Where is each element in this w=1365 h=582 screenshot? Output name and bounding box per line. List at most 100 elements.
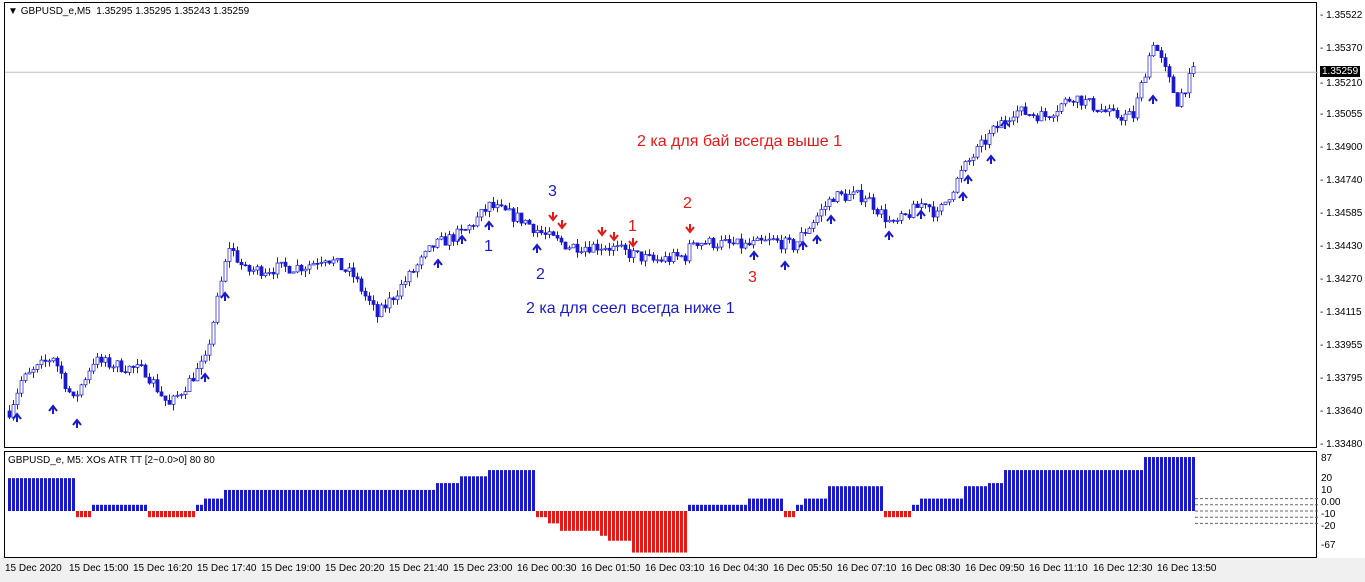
candle xyxy=(919,203,924,208)
up-arrow-icon xyxy=(1000,119,1010,129)
histogram-bar xyxy=(468,476,471,511)
histogram-bar xyxy=(672,511,675,553)
candle xyxy=(883,209,888,223)
histogram-bar xyxy=(1016,470,1019,511)
histogram-bar xyxy=(1120,470,1123,511)
histogram-bar xyxy=(932,498,935,511)
candle xyxy=(403,281,408,285)
candle xyxy=(903,213,908,216)
indicator-level: -67 xyxy=(1321,540,1336,551)
histogram-bar xyxy=(1048,470,1051,511)
chart-header: ▼ GBPUSD_e,M5 1.35295 1.35295 1.35243 1.… xyxy=(8,6,249,17)
histogram-bar xyxy=(232,489,235,511)
indicator-panel[interactable]: GBPUSD_e, M5: XOs ATR TT [2~0.0>0] 80 80… xyxy=(4,451,1340,558)
time-tick: 16 Dec 11:10 xyxy=(1029,563,1088,574)
histogram-bar xyxy=(304,489,307,511)
histogram-bar xyxy=(648,511,651,553)
histogram-bar xyxy=(668,511,671,553)
histogram-bar xyxy=(760,498,763,511)
histogram-bar xyxy=(176,511,179,518)
candle xyxy=(651,254,656,261)
candle xyxy=(1007,120,1012,123)
candle xyxy=(959,170,964,179)
candle xyxy=(811,222,816,229)
time-tick: 16 Dec 05:50 xyxy=(773,563,833,574)
candle xyxy=(203,354,208,362)
histogram-bar xyxy=(428,489,431,511)
candle xyxy=(135,364,140,368)
up-arrow-icon xyxy=(457,234,467,244)
histogram-bar xyxy=(1132,470,1135,511)
histogram-bar xyxy=(104,504,107,511)
candle xyxy=(1099,109,1104,113)
time-axis[interactable]: 15 Dec 2020 15 Dec 15:00 15 Dec 16:20 15 De… xyxy=(0,558,1365,582)
candle xyxy=(23,373,28,381)
histogram-bar xyxy=(652,511,655,553)
candle xyxy=(1035,115,1040,122)
histogram-bar xyxy=(40,478,43,511)
histogram-bar xyxy=(1100,470,1103,511)
histogram-bar xyxy=(860,486,863,511)
histogram-bar xyxy=(556,511,559,524)
histogram-bar xyxy=(1180,457,1183,511)
histogram-bar xyxy=(52,478,55,511)
candle xyxy=(295,264,300,273)
histogram-bar xyxy=(696,504,699,511)
histogram-bar xyxy=(240,489,243,511)
histogram-bar xyxy=(1060,470,1063,511)
candle xyxy=(83,379,88,386)
candle xyxy=(1115,110,1120,118)
candle xyxy=(675,252,680,257)
up-arrow-icon xyxy=(12,412,22,422)
histogram-bar xyxy=(1192,457,1195,511)
up-arrow-icon xyxy=(484,220,494,230)
histogram-bar xyxy=(808,498,811,511)
histogram-bar xyxy=(912,504,915,511)
candle xyxy=(395,295,400,301)
candle xyxy=(707,237,712,244)
candle xyxy=(139,364,144,366)
candle xyxy=(659,259,664,262)
histogram-bar xyxy=(1128,470,1131,511)
price-chart[interactable]: ▼ GBPUSD_e,M5 1.35295 1.35295 1.35243 1.… xyxy=(4,2,1318,448)
candle xyxy=(467,225,472,231)
up-arrow-icon xyxy=(532,243,542,253)
histogram-bar xyxy=(348,489,351,511)
candle xyxy=(703,242,708,245)
candle xyxy=(1011,116,1016,122)
candle xyxy=(723,239,728,241)
histogram-bar xyxy=(676,511,679,553)
histogram-bar xyxy=(532,470,535,511)
histogram-bar xyxy=(940,498,943,511)
candle xyxy=(483,208,488,212)
histogram-bar xyxy=(36,478,39,511)
candle xyxy=(575,243,580,253)
indicator-level: 0.00 xyxy=(1321,497,1341,508)
indicator-level: 87 xyxy=(1321,453,1333,464)
histogram-bar xyxy=(784,511,787,518)
candle xyxy=(287,266,292,274)
candle xyxy=(239,261,244,266)
histogram-bar xyxy=(920,498,923,511)
histogram-bar xyxy=(180,511,183,518)
dropdown-triangle-icon[interactable]: ▼ xyxy=(8,6,18,17)
price-tick: - 1.33795 xyxy=(1320,373,1363,384)
candle xyxy=(383,304,388,309)
histogram-bar xyxy=(716,504,719,511)
histogram-bar xyxy=(244,489,247,511)
histogram-bar xyxy=(16,478,19,511)
candle xyxy=(995,125,1000,129)
candle xyxy=(375,304,380,318)
candle xyxy=(907,214,912,218)
histogram-bar xyxy=(404,489,407,511)
histogram-bar xyxy=(504,470,507,511)
time-tick: 16 Dec 08:30 xyxy=(901,563,961,574)
candle xyxy=(891,219,896,222)
candle xyxy=(1047,116,1052,119)
histogram-bar xyxy=(444,483,447,511)
candle xyxy=(1159,50,1164,58)
candle xyxy=(567,247,572,250)
candle xyxy=(831,198,836,202)
histogram-bar xyxy=(612,511,615,541)
candle xyxy=(647,254,652,256)
